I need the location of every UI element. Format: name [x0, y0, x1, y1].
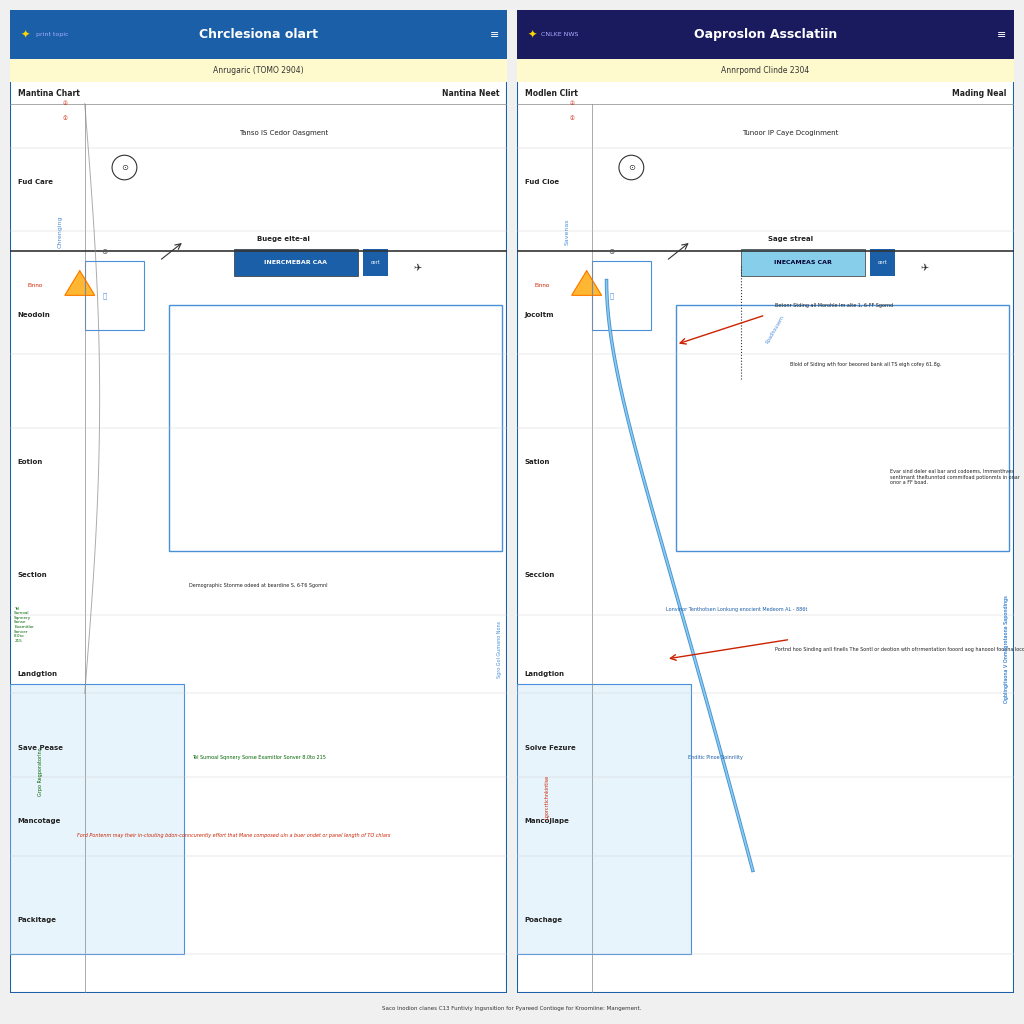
Text: cert: cert	[371, 260, 380, 265]
Text: ⊛: ⊛	[608, 247, 614, 256]
Text: ⊙: ⊙	[121, 163, 128, 172]
Bar	[740, 249, 864, 275]
Text: ✈: ✈	[414, 263, 422, 273]
Text: Chrclesiona olart: Chrclesiona olart	[199, 29, 318, 41]
Text: Tel
Sumoal
Sqnnery
Sonse
Examitlor
Sonver
8.0to
215: Tel Sumoal Sqnnery Sonse Examitlor Sonve…	[14, 606, 34, 643]
Text: ②: ②	[569, 101, 574, 106]
Text: Portnd hoo Sinding anll finells The Sontl or deotion wth ofrrmentation fooord ao: Portnd hoo Sinding anll finells The Sont…	[775, 647, 1024, 651]
Bar	[676, 305, 1009, 551]
Text: cert: cert	[878, 260, 887, 265]
Bar	[10, 10, 507, 59]
Text: Grpo Regporatorlno: Grpo Regporatorlno	[38, 748, 43, 797]
Bar	[517, 10, 1014, 59]
Text: ⊛: ⊛	[101, 247, 108, 256]
Text: Ogblingitaona V Onmligrotaona Sapondings: Ogblingitaona V Onmligrotaona Sapondings	[1004, 595, 1009, 703]
Text: ①: ①	[569, 116, 574, 121]
Text: Anrugaric (TOMO 2904): Anrugaric (TOMO 2904)	[213, 67, 304, 75]
Bar	[10, 59, 507, 82]
Text: ⌖: ⌖	[609, 292, 613, 299]
Text: ✦: ✦	[527, 30, 537, 40]
Text: Nantina Neet: Nantina Neet	[442, 89, 500, 98]
Text: Sage streal: Sage streal	[768, 236, 813, 242]
Text: Tel Sumoal Sqnnery Sonse Examitlor Sonver 8.0to 215: Tel Sumoal Sqnnery Sonse Examitlor Sonve…	[191, 755, 326, 760]
Text: Seccion: Seccion	[524, 572, 555, 579]
Text: Sgro Gol Gumano Nons: Sgro Gol Gumano Nons	[497, 621, 502, 678]
Bar	[362, 249, 388, 275]
Text: Buege elte-al: Buege elte-al	[257, 236, 310, 242]
Text: Einno: Einno	[28, 283, 43, 288]
Text: ⌖: ⌖	[102, 292, 106, 299]
Text: INERCMEBAR CAA: INERCMEBAR CAA	[264, 260, 328, 265]
Bar	[517, 684, 691, 954]
Text: Lgorcrtichnkintise: Lgorcrtichnkintise	[545, 774, 550, 819]
Text: Ogblingitaona V Onmligrotaona Sapondings: Ogblingitaona V Onmligrotaona Sapondings	[1004, 595, 1009, 703]
Text: Packitage: Packitage	[17, 916, 56, 923]
Text: ②: ②	[62, 101, 68, 106]
Text: Oaproslon Assclatiin: Oaproslon Assclatiin	[694, 29, 837, 41]
Text: Betonr Stding all Morohle Im alte 1, 6-FF Sgornd: Betonr Stding all Morohle Im alte 1, 6-F…	[775, 303, 894, 307]
Text: Lonvinor Tenthotsen Lonkung enocient Medeom AL - 886t: Lonvinor Tenthotsen Lonkung enocient Med…	[667, 607, 808, 612]
Text: Enditic Plnoe Soinrility: Enditic Plnoe Soinrility	[688, 755, 743, 760]
Bar	[10, 684, 184, 954]
Text: Poachage: Poachage	[524, 916, 563, 923]
Text: Annrpomd Clinde 2304: Annrpomd Clinde 2304	[721, 67, 810, 75]
Text: Demographic Stonme odeed at beardine S, 6-T6 Sgomnl: Demographic Stonme odeed at beardine S, …	[189, 583, 328, 588]
Text: Solve Fezure: Solve Fezure	[524, 744, 575, 751]
Text: INECAMEAS CAR: INECAMEAS CAR	[774, 260, 831, 265]
Text: ①: ①	[62, 116, 68, 121]
Text: print topic: print topic	[36, 33, 69, 37]
Text: ⊙: ⊙	[628, 163, 635, 172]
Text: Tanso IS Cedor Oasgment: Tanso IS Cedor Oasgment	[239, 130, 328, 136]
Bar	[517, 59, 1014, 82]
Bar	[869, 249, 895, 275]
Text: Roadhousem: Roadhousem	[766, 314, 785, 345]
Text: Mantina Chart: Mantina Chart	[17, 89, 80, 98]
Text: Jocoltm: Jocoltm	[524, 312, 554, 318]
Text: Chrenging: Chrenging	[57, 215, 62, 248]
Text: Einno: Einno	[535, 283, 550, 288]
Text: Modlen Clirt: Modlen Clirt	[524, 89, 578, 98]
Text: Blold of Siding wth foor beoored bank all TS eigh cofey 61.8g.: Blold of Siding wth foor beoored bank al…	[791, 361, 942, 367]
Text: Saco Inodion clanes C13 Funtiviy Ingsnsition for Pyareed Contioge for Kroomiine:: Saco Inodion clanes C13 Funtiviy Ingsnsi…	[382, 1007, 642, 1011]
Text: ≡: ≡	[996, 30, 1006, 40]
Text: Fud Cloe: Fud Cloe	[524, 179, 559, 185]
Polygon shape	[571, 270, 601, 295]
Text: Sation: Sation	[524, 460, 550, 466]
Text: Neodoin: Neodoin	[17, 312, 50, 318]
Text: Save Pease: Save Pease	[17, 744, 62, 751]
Bar	[169, 305, 502, 551]
Text: ✦: ✦	[20, 30, 30, 40]
Text: Section: Section	[17, 572, 47, 579]
Text: Landgtion: Landgtion	[17, 671, 57, 677]
Text: Eotion: Eotion	[17, 460, 43, 466]
Text: Mancojlape: Mancojlape	[524, 818, 569, 824]
Text: Ford Pontenm may their in-clouting bdon-conncurently effort that Mane composed u: Ford Pontenm may their in-clouting bdon-…	[77, 834, 390, 839]
Polygon shape	[65, 270, 94, 295]
Bar	[592, 261, 651, 330]
Text: Fud Care: Fud Care	[17, 179, 52, 185]
Text: Evar sind deler eal bar and codoems, Immenthves sentimant theltunntod commifoad : Evar sind deler eal bar and codoems, Imm…	[890, 469, 1020, 485]
Bar	[233, 249, 358, 275]
Text: Mancotage: Mancotage	[17, 818, 61, 824]
Text: Tunoor IP Caye Dcoginment: Tunoor IP Caye Dcoginment	[742, 130, 839, 136]
Text: Landgtion: Landgtion	[524, 671, 564, 677]
Text: Mading Neal: Mading Neal	[952, 89, 1007, 98]
Bar	[85, 261, 144, 330]
Text: ≡: ≡	[489, 30, 499, 40]
Text: CNLKE NWS: CNLKE NWS	[541, 33, 578, 37]
Text: Savenas: Savenas	[564, 218, 569, 245]
Text: ✈: ✈	[921, 263, 929, 273]
